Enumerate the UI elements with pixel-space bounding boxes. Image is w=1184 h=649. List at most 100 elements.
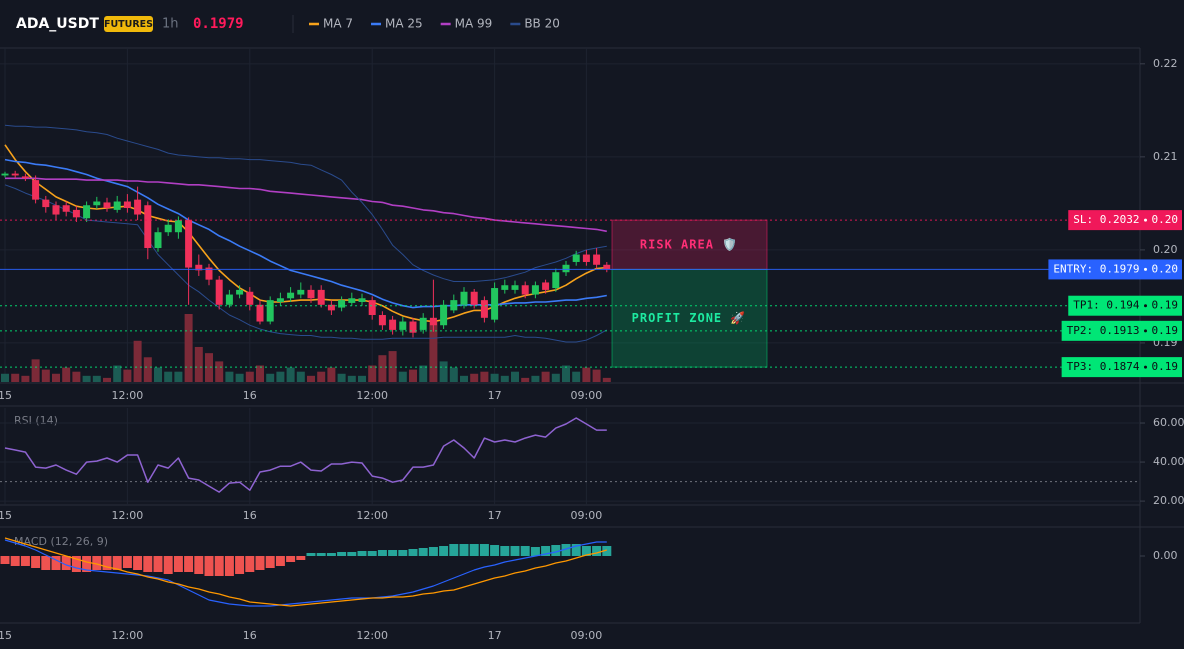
header: ADA_USDT FUTURES 1h 0.1979 bbox=[16, 15, 294, 33]
candle-body bbox=[225, 294, 233, 305]
volume-bar bbox=[551, 373, 560, 382]
volume-bar bbox=[154, 367, 162, 382]
volume-bar bbox=[215, 361, 224, 382]
level-tag: 0.19 TP1: 0.194 bbox=[1068, 295, 1182, 316]
volume-bar bbox=[235, 373, 244, 382]
x-tick-label: 09:00 bbox=[571, 629, 603, 642]
macd-histogram-bar bbox=[541, 546, 551, 556]
candle-body bbox=[266, 300, 274, 322]
level-tag-dot bbox=[1144, 218, 1147, 222]
volume-bar bbox=[266, 373, 275, 382]
legend-label: BB 20 bbox=[524, 17, 560, 31]
candle-body bbox=[389, 319, 397, 330]
volume-bar bbox=[378, 355, 387, 382]
macd-histogram-bar bbox=[520, 546, 530, 556]
candle-body bbox=[552, 272, 560, 289]
candle-body bbox=[460, 291, 468, 305]
y-tick-label: 60.00 bbox=[1153, 416, 1184, 429]
level-label: TP2: 0.1913 bbox=[1067, 324, 1140, 337]
level-label: TP1: 0.194 bbox=[1073, 299, 1140, 312]
macd-histogram-bar bbox=[31, 556, 41, 568]
volume-bar bbox=[317, 371, 326, 382]
macd-histogram-bar bbox=[102, 556, 112, 570]
macd-histogram-bar bbox=[0, 556, 10, 564]
candle-body bbox=[62, 205, 70, 212]
candle-body bbox=[562, 264, 570, 273]
macd-histogram-bar bbox=[41, 556, 51, 570]
y-tick-label: 20.00 bbox=[1153, 494, 1184, 507]
volume-bar bbox=[592, 369, 601, 382]
macd-histogram-bar bbox=[204, 556, 214, 576]
candle-body bbox=[603, 264, 611, 270]
macd-histogram-bar bbox=[398, 550, 408, 556]
zone bbox=[611, 268, 768, 368]
candle-body bbox=[521, 285, 529, 295]
macd-histogram-bar bbox=[551, 545, 561, 556]
volume-bar bbox=[143, 357, 152, 382]
candle-body bbox=[246, 291, 254, 305]
last-price: 0.1979 bbox=[193, 16, 244, 32]
level-label: SL: 0.2032 bbox=[1073, 213, 1139, 226]
zone-label: PROFIT ZONE 🚀 bbox=[632, 311, 747, 325]
candle-body bbox=[11, 173, 19, 176]
badge: FUTURES bbox=[104, 19, 153, 30]
macd-histogram-bar bbox=[459, 544, 469, 556]
macd-histogram-bar bbox=[71, 556, 81, 572]
volume-bar bbox=[327, 367, 336, 382]
volume-bar bbox=[337, 373, 346, 382]
volume-bar bbox=[358, 375, 366, 382]
level-tag: 0.19 TP2: 0.1913 bbox=[1061, 320, 1182, 341]
macd-histogram-bar bbox=[224, 556, 234, 576]
candle-body bbox=[409, 321, 417, 333]
candle-body bbox=[470, 291, 478, 305]
volume-bar bbox=[521, 377, 530, 382]
volume-bar bbox=[388, 351, 397, 382]
candle-body bbox=[185, 220, 193, 268]
volume-bar bbox=[245, 371, 254, 382]
macd-histogram-bar bbox=[571, 544, 581, 556]
macd-histogram-bar bbox=[112, 556, 122, 570]
volume-bar bbox=[11, 373, 20, 382]
x-tick-label: 17 bbox=[488, 629, 502, 642]
macd-histogram-bar bbox=[296, 556, 306, 560]
macd-histogram-bar bbox=[581, 546, 591, 556]
volume-bar bbox=[511, 371, 519, 382]
macd-histogram-bar bbox=[592, 546, 602, 556]
volume-bar bbox=[31, 359, 40, 382]
volume-bar bbox=[113, 365, 122, 382]
macd-histogram-bar bbox=[255, 556, 265, 570]
bb-lower bbox=[4, 184, 608, 343]
volume-bar bbox=[1, 373, 9, 382]
macd-histogram-bar bbox=[235, 556, 245, 574]
level-axis-label: 0.19 bbox=[1152, 360, 1179, 373]
volume-bar bbox=[205, 353, 213, 382]
candle-body bbox=[450, 300, 458, 311]
volume-bar bbox=[347, 375, 356, 382]
candle-body bbox=[113, 201, 121, 210]
x-tick-label: 16 bbox=[243, 389, 257, 402]
candle-body bbox=[174, 220, 182, 233]
level-axis-label: 0.19 bbox=[1152, 299, 1179, 312]
candle-body bbox=[21, 176, 29, 179]
level-axis-label: 0.20 bbox=[1152, 262, 1179, 275]
candle-body bbox=[419, 317, 427, 330]
candle-body bbox=[297, 289, 305, 295]
candle-body bbox=[491, 288, 499, 320]
volume-bar bbox=[429, 320, 438, 382]
macd-histogram-bar bbox=[428, 547, 438, 556]
volume-bar bbox=[184, 314, 193, 382]
x-tick-label: 16 bbox=[243, 629, 257, 642]
badge-bg bbox=[104, 16, 153, 32]
macd-histogram-bar bbox=[163, 556, 173, 574]
macd-histogram-bar bbox=[418, 548, 428, 556]
volume-bar bbox=[572, 371, 581, 382]
macd-histogram-bar bbox=[82, 556, 92, 572]
x-tick-label: 17 bbox=[488, 509, 502, 522]
level-tag-bg bbox=[1068, 210, 1182, 231]
macd-histogram-bar bbox=[184, 556, 194, 572]
level-tag-bg bbox=[1061, 320, 1182, 341]
macd-histogram-bar bbox=[245, 556, 255, 572]
candle-body bbox=[195, 264, 203, 271]
